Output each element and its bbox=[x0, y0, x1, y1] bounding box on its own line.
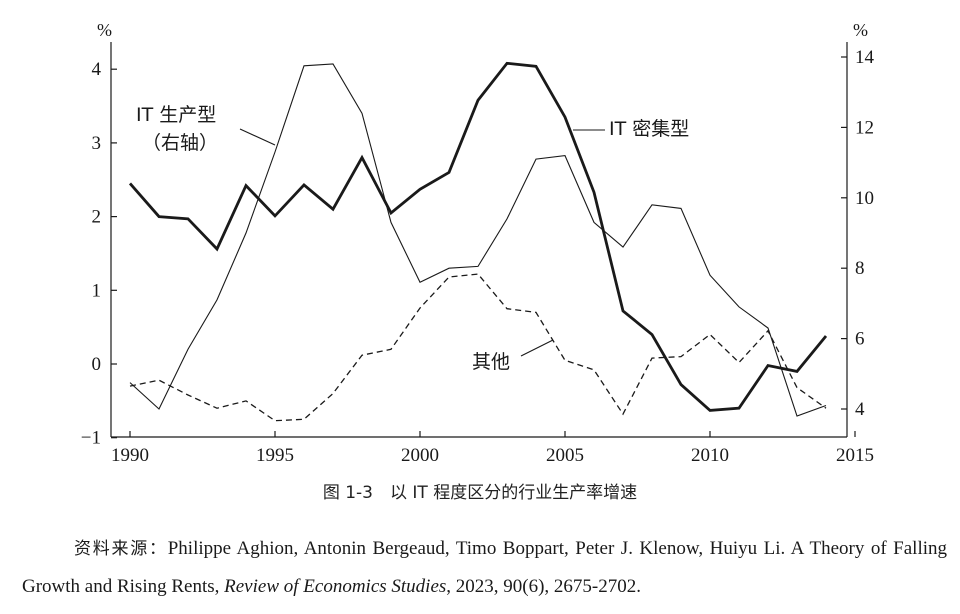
source-journal: Review of Economics Studies bbox=[224, 576, 447, 597]
series-lines bbox=[128, 61, 828, 422]
x-tick-label: 1995 bbox=[256, 445, 294, 466]
productivity-growth-chart: % %1990 1995 2000 2005 2010 2015−1012344681012… bbox=[81, 20, 875, 466]
x-tick-label: 1990 bbox=[111, 445, 149, 466]
right-axis-unit: % bbox=[853, 20, 868, 40]
series-it-producing-line bbox=[129, 63, 827, 417]
left-axis-unit: % bbox=[97, 20, 112, 40]
right-y-tick-label: 10 bbox=[855, 188, 874, 209]
source-note: 资料来源：Philippe Aghion, Antonin Bergeaud, … bbox=[22, 530, 947, 605]
right-y-tick-label: 8 bbox=[855, 258, 865, 279]
label-other: 其他 bbox=[472, 351, 510, 373]
x-tick-label: 2000 bbox=[401, 445, 439, 466]
x-tick-label: 2015 bbox=[836, 445, 874, 466]
label-it-producing: IT 生产型 bbox=[136, 104, 216, 126]
leader-other bbox=[520, 339, 554, 357]
source-label: 资料来源： bbox=[74, 539, 168, 559]
right-y-tick-label: 4 bbox=[855, 399, 865, 420]
right-y-tick-label: 6 bbox=[855, 329, 865, 350]
source-authors: Philippe Aghion, Antonin Bergeaud, Timo … bbox=[22, 538, 948, 597]
label-it-producing-right-axis: （右轴） bbox=[142, 132, 218, 154]
left-y-tick-label: 0 bbox=[92, 354, 102, 375]
series-other-line bbox=[129, 273, 827, 422]
left-y-tick-label: 4 bbox=[92, 59, 102, 80]
right-y-tick-label: 14 bbox=[855, 47, 875, 68]
label-it-intensive: IT 密集型 bbox=[609, 118, 689, 140]
left-y-tick-label: −1 bbox=[81, 428, 101, 449]
x-tick-label: 2005 bbox=[546, 445, 584, 466]
leader-it-producing bbox=[239, 128, 276, 146]
right-y-tick-label: 12 bbox=[855, 117, 874, 138]
x-tick-label: 2010 bbox=[691, 445, 729, 466]
left-y-tick-label: 2 bbox=[92, 207, 102, 228]
axes: % %1990 1995 2000 2005 2010 2015−1012344681012… bbox=[81, 20, 875, 466]
left-y-tick-label: 1 bbox=[92, 280, 102, 301]
figure-caption: 图 1-3 以 IT 程度区分的行业生产率增速 bbox=[322, 483, 638, 503]
series-it-intensive-line bbox=[128, 61, 828, 412]
source-citation: , 2023, 90(6), 2675-2702. bbox=[446, 576, 642, 597]
left-y-tick-label: 3 bbox=[92, 133, 102, 154]
